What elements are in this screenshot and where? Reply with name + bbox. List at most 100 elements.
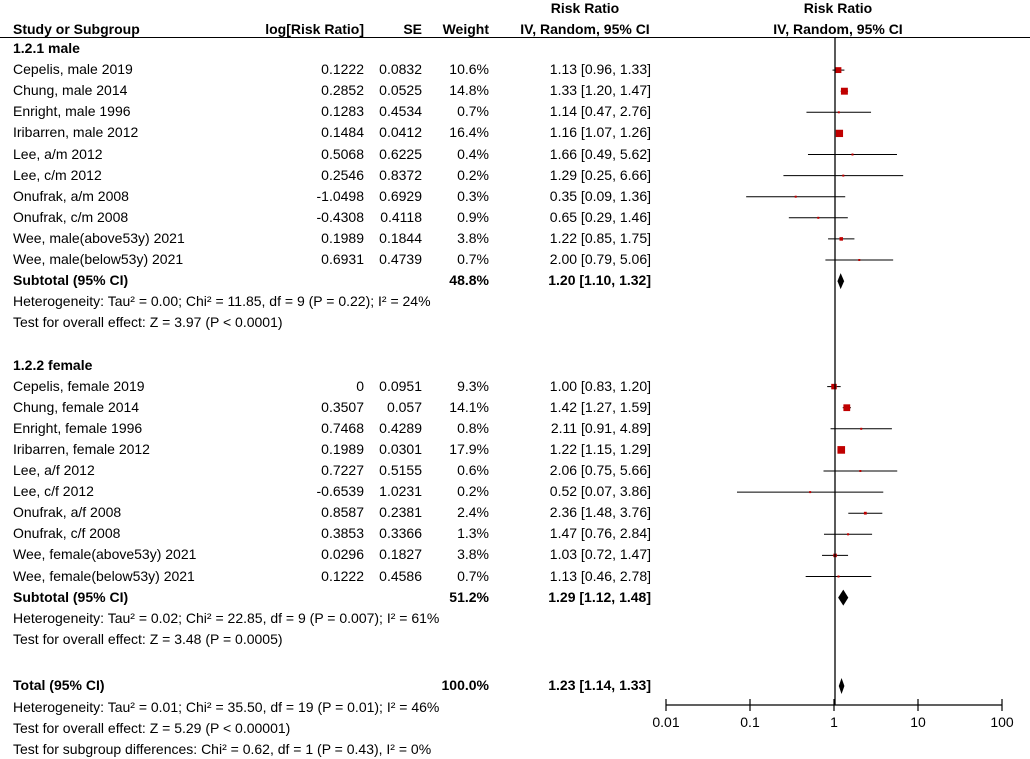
study-weight: 14.8%	[449, 82, 489, 99]
study-weight: 17.9%	[449, 440, 489, 457]
study-se: 0.057	[386, 398, 422, 415]
study-se: 0.0412	[379, 124, 422, 141]
study-name: Chung, male 2014	[13, 82, 128, 99]
subtotal-1-diamond	[838, 589, 849, 606]
study-logrr: -1.0498	[316, 187, 364, 204]
study-name: Lee, c/m 2012	[13, 166, 102, 183]
study-se: 0.2381	[379, 504, 422, 521]
study-name: Iribarren, male 2012	[13, 124, 139, 141]
study-1-4-weight-square	[859, 470, 862, 472]
header-weight: Weight	[442, 21, 489, 37]
x-tick-label-3: 10	[910, 714, 926, 730]
study-logrr: -0.6539	[316, 483, 364, 500]
study-logrr: -0.4308	[316, 208, 364, 225]
study-weight: 3.8%	[457, 229, 489, 246]
study-logrr: 0.1283	[321, 103, 364, 120]
study-ci: 0.65 [0.29, 1.46]	[549, 208, 651, 225]
study-weight: 0.2%	[457, 483, 489, 500]
study-weight: 0.7%	[457, 251, 489, 267]
study-weight: 3.8%	[457, 546, 489, 563]
total-overall-effect: Test for overall effect: Z = 5.29 (P < 0…	[13, 720, 291, 736]
study-name: Wee, female(below53y) 2021	[13, 567, 195, 584]
study-ci: 1.22 [0.85, 1.75]	[549, 229, 651, 246]
study-ci: 1.03 [0.72, 1.47]	[549, 546, 651, 563]
header-rr-bottom: IV, Random, 95% CI	[520, 21, 650, 37]
study-logrr: 0.3853	[321, 525, 364, 542]
study-name: Wee, female(above53y) 2021	[13, 546, 197, 563]
study-ci: 1.33 [1.20, 1.47]	[549, 82, 651, 99]
study-0-5-weight-square	[842, 174, 845, 177]
study-logrr: 0	[356, 377, 364, 394]
study-name: Enright, female 1996	[13, 419, 143, 436]
study-0-6-weight-square	[794, 195, 797, 198]
study-se: 0.1827	[379, 546, 422, 563]
study-ci: 0.35 [0.09, 1.36]	[549, 187, 651, 204]
subgroup-differences: Test for subgroup differences: Chi² = 0.…	[13, 741, 432, 757]
study-name: Iribarren, female 2012	[13, 440, 150, 457]
study-1-6-weight-square	[863, 511, 867, 515]
study-logrr: 0.1989	[321, 440, 364, 457]
study-ci: 1.42 [1.27, 1.59]	[549, 398, 651, 415]
study-se: 0.8372	[379, 166, 422, 183]
study-1-5-weight-square	[809, 491, 812, 494]
study-name: Wee, male(above53y) 2021	[13, 229, 185, 246]
study-name: Cepelis, male 2019	[13, 61, 133, 78]
subgroup-title: 1.2.2 female	[13, 356, 93, 373]
study-weight: 0.8%	[457, 419, 489, 436]
study-se: 0.0301	[379, 440, 422, 457]
study-logrr: 0.2546	[321, 166, 364, 183]
total-diamond	[838, 678, 845, 694]
subtotal-weight: 51.2%	[449, 588, 489, 605]
subtotal-ci: 1.29 [1.12, 1.48]	[548, 588, 651, 605]
study-weight: 0.2%	[457, 166, 489, 183]
study-1-2-weight-square	[860, 427, 863, 430]
study-ci: 2.06 [0.75, 5.66]	[549, 462, 651, 478]
subgroup-heterogeneity: Heterogeneity: Tau² = 0.02; Chi² = 22.85…	[13, 609, 440, 626]
study-weight: 0.3%	[457, 187, 489, 204]
study-name: Enright, male 1996	[13, 103, 131, 120]
study-ci: 1.16 [1.07, 1.26]	[549, 124, 651, 141]
study-weight: 0.7%	[457, 103, 489, 120]
study-1-3-weight-square	[837, 446, 846, 454]
study-weight: 0.6%	[457, 462, 489, 478]
study-logrr: 0.1222	[321, 567, 364, 584]
study-logrr: 0.3507	[321, 398, 364, 415]
study-0-8-weight-square	[839, 237, 844, 241]
study-ci: 2.36 [1.48, 3.76]	[549, 504, 651, 521]
study-name: Chung, female 2014	[13, 398, 140, 415]
study-se: 0.4739	[379, 251, 422, 267]
total-ci: 1.23 [1.14, 1.33]	[548, 677, 651, 693]
study-ci: 2.11 [0.91, 4.89]	[550, 419, 651, 436]
study-1-0-weight-square	[831, 383, 837, 390]
study-0-7-weight-square	[817, 216, 820, 219]
subtotal-label: Subtotal (95% CI)	[13, 588, 129, 605]
study-logrr: 0.6931	[321, 251, 364, 267]
study-ci: 1.14 [0.47, 2.76]	[549, 103, 651, 120]
study-ci: 0.52 [0.07, 3.86]	[549, 483, 651, 500]
study-se: 0.0951	[379, 377, 422, 394]
subtotal-0-diamond	[837, 273, 845, 290]
study-logrr: 0.0296	[321, 546, 364, 563]
study-1-1-weight-square	[843, 404, 851, 412]
study-name: Onufrak, a/m 2008	[13, 187, 129, 204]
total-label: Total (95% CI)	[13, 677, 105, 693]
subgroup-overall-effect: Test for overall effect: Z = 3.48 (P = 0…	[13, 630, 283, 647]
header-se: SE	[403, 21, 422, 37]
study-ci: 1.29 [0.25, 6.66]	[549, 166, 651, 183]
study-name: Onufrak, c/m 2008	[13, 208, 129, 225]
study-logrr: 0.1484	[321, 124, 364, 141]
study-se: 0.4586	[379, 567, 422, 584]
study-weight: 14.1%	[449, 398, 489, 415]
study-name: Cepelis, female 2019	[13, 377, 145, 394]
study-ci: 2.00 [0.79, 5.06]	[549, 251, 651, 267]
study-se: 0.3366	[379, 525, 422, 542]
study-0-3-weight-square	[835, 129, 844, 138]
header-rr-top: Risk Ratio	[550, 0, 620, 16]
study-weight: 0.9%	[457, 208, 489, 225]
study-weight: 0.7%	[457, 567, 489, 584]
x-tick-label-1: 0.1	[740, 714, 760, 730]
study-logrr: 0.1989	[321, 229, 364, 246]
subtotal-ci: 1.20 [1.10, 1.32]	[548, 272, 651, 289]
study-logrr: 0.2852	[321, 82, 364, 99]
